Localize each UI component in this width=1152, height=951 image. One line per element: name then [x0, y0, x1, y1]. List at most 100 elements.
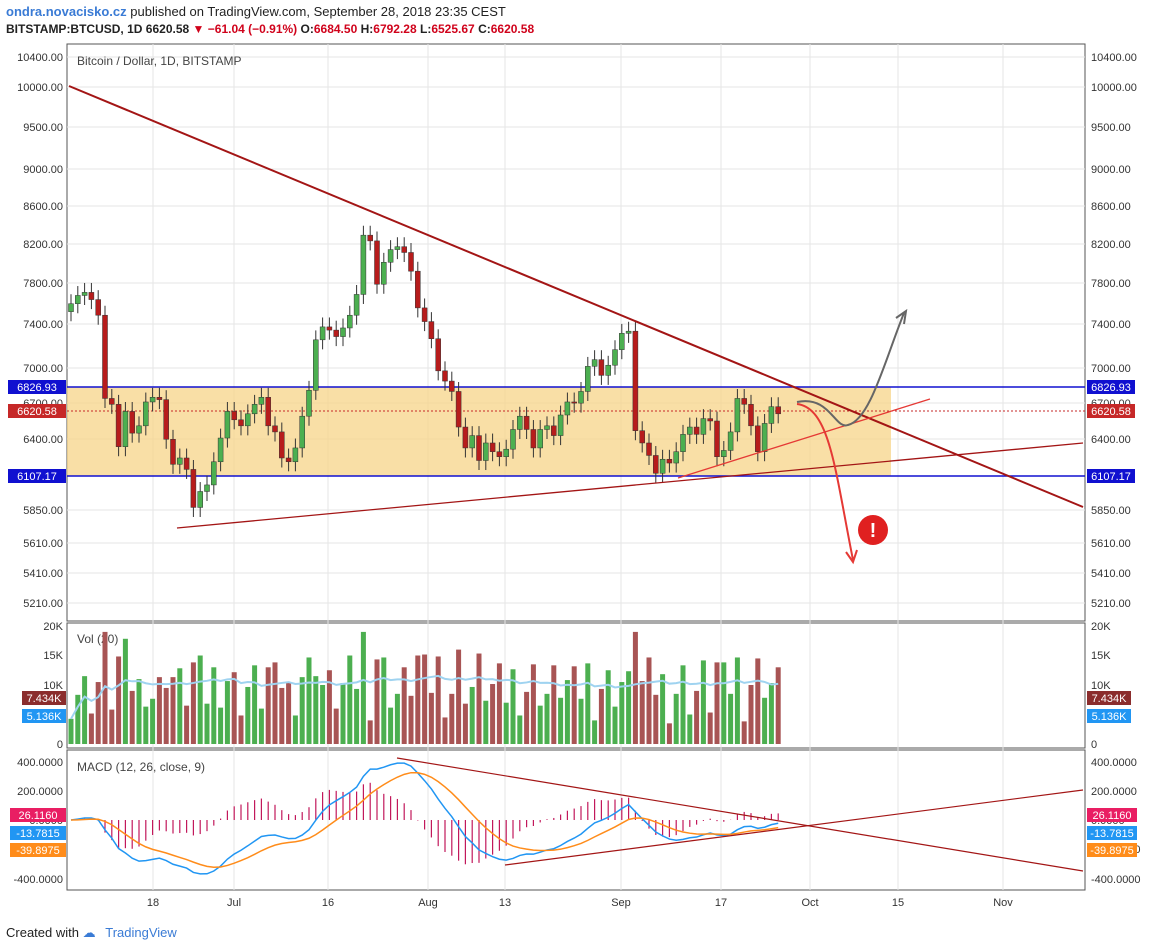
vol-tag-right: 5.136K	[1087, 709, 1131, 723]
macd-tick-label: 200.0000	[1091, 786, 1137, 798]
x-tick-label: 15	[892, 897, 904, 909]
candle-body	[714, 420, 720, 457]
macd-histogram	[77, 782, 779, 865]
macd-label: MACD (12, 26, close, 9)	[77, 760, 205, 774]
volume-axis: 20K20K15K15K10K10K5K5K00	[43, 621, 1111, 751]
ascending-trendline-long	[176, 442, 1084, 529]
svg-text:-39.8975: -39.8975	[1090, 845, 1133, 857]
candle-body	[251, 404, 258, 415]
volume-bar	[177, 668, 183, 744]
open-label: O:	[300, 22, 314, 36]
volume-bar	[150, 698, 156, 744]
candle-body	[272, 425, 278, 433]
candle-body	[564, 401, 571, 416]
signal-line	[70, 771, 779, 869]
vol-tick-label: 15K	[1091, 650, 1111, 662]
volume-bar	[265, 667, 271, 744]
volume-bar	[340, 683, 346, 744]
x-tick-label: Nov	[993, 897, 1013, 909]
candle-body	[530, 429, 537, 449]
candle-body	[585, 366, 591, 392]
candle-body	[313, 339, 319, 391]
tradingview-link[interactable]: TradingView	[105, 925, 177, 940]
candle-body	[462, 426, 469, 449]
candle-body	[748, 404, 754, 427]
candle-body	[571, 401, 577, 404]
candle-body	[81, 292, 88, 296]
author-link[interactable]: ondra.novacisko.cz	[6, 4, 127, 19]
volume-bar	[143, 706, 149, 744]
volume-bar	[680, 665, 686, 744]
candle-body	[279, 431, 285, 459]
svg-text:6107.17: 6107.17	[1091, 471, 1131, 483]
candle-body	[428, 321, 435, 339]
y-tick-label: 5410.00	[23, 568, 63, 580]
volume-bar	[190, 662, 196, 744]
price-pane[interactable]	[66, 43, 1086, 622]
candle-body	[761, 423, 768, 452]
y-tick-label: 8200.00	[1091, 239, 1131, 251]
svg-text:6826.93: 6826.93	[17, 382, 57, 394]
macd-pane[interactable]	[66, 749, 1086, 891]
candle-body	[673, 451, 679, 464]
candle-body	[653, 455, 659, 474]
volume-bar	[605, 670, 611, 744]
volume-bar	[238, 715, 244, 744]
candle-body	[217, 437, 224, 463]
volume-bar	[578, 698, 584, 744]
support-tag-left: 6107.17	[8, 469, 66, 483]
volume-bar	[231, 672, 237, 744]
volume-bar	[245, 686, 251, 744]
warning-mark: !	[870, 520, 877, 542]
volume-bar	[88, 713, 94, 744]
candle-body	[129, 411, 135, 434]
macd-signal-tag-left: -39.8975	[10, 843, 66, 857]
left-price-axis: 10400.00 10000.00 9500.00 9000.00 8600.00 820…	[17, 52, 63, 610]
candle-body	[612, 349, 618, 366]
candle-body	[421, 307, 428, 322]
vol-tick-label: 15K	[43, 650, 63, 662]
volume-bar	[428, 692, 434, 744]
bearish-arrowhead	[845, 549, 858, 565]
volume-bar	[224, 681, 230, 744]
macd-tick-label: 400.0000	[17, 757, 63, 769]
volume-bar	[660, 674, 666, 744]
candle-body	[156, 397, 163, 400]
last-tag-right: 6620.58	[1087, 404, 1135, 418]
svg-text:5.136K: 5.136K	[27, 711, 63, 723]
y-tick-label: 5610.00	[23, 538, 63, 550]
y-tick-label: 7800.00	[23, 278, 63, 290]
volume-bar	[95, 682, 101, 744]
candle-body	[455, 391, 462, 428]
svg-text:-13.7815: -13.7815	[1090, 828, 1133, 840]
candle-body	[245, 413, 251, 427]
vol-tick-label: 20K	[1091, 621, 1111, 633]
y-tick-label: 5410.00	[1091, 568, 1131, 580]
svg-text:26.1160: 26.1160	[19, 810, 58, 822]
candle-body	[143, 401, 149, 427]
volume-bar	[435, 656, 441, 744]
publish-header: ondra.novacisko.cz published on TradingV…	[6, 4, 506, 19]
vol-ma-tag-left: 7.434K	[22, 691, 66, 705]
volume-bar	[694, 690, 700, 744]
candle-body	[231, 411, 237, 421]
candle-body	[238, 419, 244, 427]
volume-bar	[619, 682, 625, 744]
candle-body	[340, 327, 346, 337]
candle-body	[483, 442, 489, 461]
volume-pane[interactable]	[66, 622, 1086, 749]
low-label: L:	[420, 22, 432, 36]
candle-body	[285, 457, 292, 463]
candle-body	[204, 484, 210, 492]
tradingview-cloud-icon: ☁	[82, 925, 96, 940]
bullish-arrowhead	[895, 308, 908, 325]
svg-text:-13.7815: -13.7815	[16, 828, 59, 840]
volume-bar	[374, 659, 380, 744]
macd-tick-label: -400.0000	[1091, 874, 1141, 886]
volume-bar	[721, 662, 727, 744]
down-arrow-icon: ▼	[192, 22, 205, 36]
y-tick-label: 9500.00	[1091, 122, 1131, 134]
candle-body	[367, 234, 373, 242]
